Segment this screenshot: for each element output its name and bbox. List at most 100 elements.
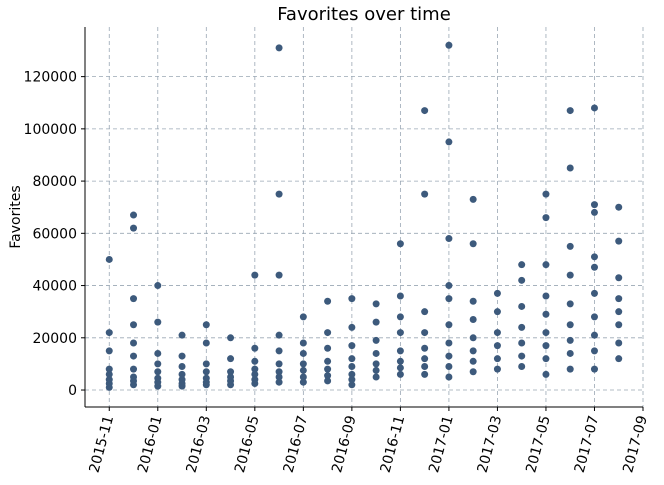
point bbox=[396, 313, 404, 321]
point bbox=[299, 339, 307, 347]
point bbox=[469, 357, 477, 365]
point bbox=[251, 376, 259, 384]
point bbox=[130, 352, 138, 360]
point bbox=[566, 164, 574, 172]
point bbox=[178, 376, 186, 384]
y-tick-label: 80000 bbox=[32, 174, 77, 190]
point bbox=[615, 308, 623, 316]
point bbox=[178, 352, 186, 360]
x-tick-label: 2017-03 bbox=[475, 414, 506, 475]
point bbox=[299, 366, 307, 374]
point bbox=[105, 376, 113, 384]
point bbox=[590, 289, 598, 297]
point bbox=[445, 138, 453, 146]
x-tick-label: 2016-05 bbox=[232, 414, 263, 475]
x-tick-label: 2016-03 bbox=[184, 414, 215, 475]
point bbox=[518, 339, 526, 347]
point bbox=[615, 295, 623, 303]
point bbox=[396, 364, 404, 372]
point bbox=[518, 302, 526, 310]
point bbox=[372, 366, 380, 374]
point bbox=[493, 365, 501, 373]
point bbox=[445, 363, 453, 371]
point bbox=[445, 339, 453, 347]
point bbox=[615, 237, 623, 245]
point bbox=[275, 331, 283, 339]
point bbox=[324, 329, 332, 337]
point bbox=[202, 339, 210, 347]
point bbox=[105, 255, 113, 263]
point bbox=[130, 224, 138, 232]
point bbox=[130, 373, 138, 381]
point bbox=[542, 342, 550, 350]
y-tick-label: 40000 bbox=[32, 279, 77, 295]
x-tick-label: 2017-05 bbox=[523, 414, 554, 475]
point bbox=[275, 378, 283, 386]
point bbox=[348, 363, 356, 371]
x-tick-label: 2016-09 bbox=[329, 414, 360, 475]
point bbox=[348, 376, 356, 384]
point bbox=[542, 329, 550, 337]
point bbox=[421, 370, 429, 378]
point bbox=[130, 321, 138, 329]
y-tick-label: 60000 bbox=[32, 226, 77, 242]
point bbox=[445, 295, 453, 303]
point bbox=[202, 374, 210, 382]
point bbox=[590, 104, 598, 112]
point bbox=[251, 370, 259, 378]
point bbox=[251, 365, 259, 373]
point bbox=[590, 208, 598, 216]
point bbox=[324, 297, 332, 305]
point bbox=[566, 365, 574, 373]
point bbox=[421, 107, 429, 115]
point bbox=[518, 261, 526, 269]
point bbox=[590, 347, 598, 355]
point bbox=[493, 329, 501, 337]
point bbox=[202, 368, 210, 376]
y-tick-label: 0 bbox=[68, 383, 77, 399]
point bbox=[130, 295, 138, 303]
point bbox=[493, 355, 501, 363]
point bbox=[590, 253, 598, 261]
x-tick-label: 2016-11 bbox=[378, 414, 409, 475]
point bbox=[299, 349, 307, 357]
point bbox=[105, 365, 113, 373]
point bbox=[566, 242, 574, 250]
point bbox=[275, 190, 283, 198]
point bbox=[105, 370, 113, 378]
point bbox=[130, 365, 138, 373]
point bbox=[372, 360, 380, 368]
point bbox=[518, 276, 526, 284]
point bbox=[469, 368, 477, 376]
point bbox=[590, 201, 598, 209]
point bbox=[469, 316, 477, 324]
point bbox=[372, 373, 380, 381]
point bbox=[566, 300, 574, 308]
point bbox=[396, 329, 404, 337]
point bbox=[372, 318, 380, 326]
point bbox=[372, 336, 380, 344]
point bbox=[348, 295, 356, 303]
point bbox=[299, 378, 307, 386]
point bbox=[275, 360, 283, 368]
point bbox=[324, 357, 332, 365]
point bbox=[421, 308, 429, 316]
point bbox=[615, 274, 623, 282]
point bbox=[178, 331, 186, 339]
x-tick-label: 2016-01 bbox=[135, 414, 166, 475]
point bbox=[227, 373, 235, 381]
point bbox=[493, 289, 501, 297]
point bbox=[493, 308, 501, 316]
x-tick-label: 2017-09 bbox=[620, 414, 651, 475]
point bbox=[348, 370, 356, 378]
chart-title: Favorites over time bbox=[277, 4, 451, 25]
point bbox=[372, 300, 380, 308]
point bbox=[154, 318, 162, 326]
point bbox=[518, 352, 526, 360]
point bbox=[275, 368, 283, 376]
point bbox=[421, 363, 429, 371]
point bbox=[566, 271, 574, 279]
point bbox=[154, 282, 162, 290]
x-tick-label: 2016-07 bbox=[281, 414, 312, 475]
